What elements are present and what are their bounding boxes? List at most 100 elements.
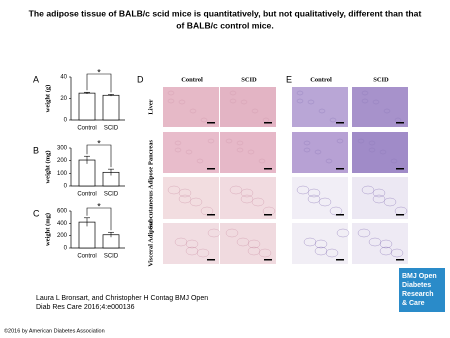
tissue-texture — [189, 197, 203, 207]
panel-label: B — [33, 145, 39, 155]
tissue-texture — [178, 99, 186, 105]
tissue-texture — [383, 108, 391, 114]
row-label: Pancreas — [147, 139, 154, 165]
scale-bar — [396, 122, 404, 124]
tissue-texture — [307, 194, 321, 204]
tissue-texture — [372, 99, 380, 105]
logo-text: BMJ Open — [402, 273, 437, 280]
tissue-texture — [372, 194, 386, 204]
y-tick-label: 0 — [64, 184, 68, 190]
micrograph — [163, 223, 219, 264]
tissue-texture — [318, 108, 326, 114]
scale-bar — [396, 168, 404, 170]
citation: Laura L Bronsart, and Christopher H Cont… — [36, 295, 208, 302]
citation: Diab Res Care 2016;4:e000136 — [36, 304, 135, 311]
logo-box — [399, 268, 445, 312]
tissue-texture — [225, 228, 239, 238]
copyright: ©2016 by American Diabetes Association — [4, 327, 105, 334]
y-tick-label: 300 — [57, 146, 68, 152]
tissue-texture — [368, 140, 376, 146]
tissue-texture — [314, 246, 328, 256]
tissue-texture — [296, 98, 304, 104]
x-tick-label: SCID — [104, 192, 119, 198]
tissue-texture — [174, 237, 188, 247]
tissue-texture — [368, 147, 376, 153]
y-axis-label: weight (g) — [44, 85, 51, 113]
tissue-texture — [258, 158, 266, 164]
y-axis-label: weight (mg) — [44, 213, 51, 246]
y-tick-label: 100 — [57, 171, 68, 177]
x-tick-label: SCID — [104, 254, 119, 260]
significance-bracket — [86, 144, 112, 168]
bar — [78, 159, 96, 187]
column-header: Control — [181, 76, 203, 83]
tissue-texture — [225, 138, 233, 144]
tissue-texture — [383, 197, 397, 207]
scale-bar — [207, 259, 215, 261]
scale-bar — [264, 214, 272, 216]
x-tick-label: Control — [77, 126, 96, 132]
micrograph — [292, 87, 348, 127]
tissue-texture — [240, 188, 254, 198]
tissue-texture — [167, 98, 175, 104]
tissue-texture — [361, 185, 375, 195]
bar — [78, 92, 96, 121]
title: The adipose tissue of BALB/c scid mice i… — [29, 8, 422, 18]
tissue-texture — [318, 197, 332, 207]
logo-text: & Care — [402, 300, 425, 307]
tissue-texture — [240, 194, 254, 204]
tissue-texture — [174, 147, 182, 153]
scale-bar — [264, 259, 272, 261]
column-header: SCID — [241, 76, 257, 83]
tissue-texture — [189, 108, 197, 114]
tissue-texture — [207, 138, 215, 144]
significance-bracket — [86, 73, 112, 93]
micrograph — [163, 132, 219, 173]
tissue-texture — [329, 117, 337, 123]
tissue-texture — [303, 140, 311, 146]
panel-label: E — [286, 74, 292, 84]
tissue-texture — [379, 246, 393, 256]
tissue-texture — [325, 158, 333, 164]
row-label: Visceral Adipose — [147, 220, 154, 266]
tissue-texture — [336, 138, 344, 144]
panel-label: A — [33, 74, 39, 84]
tissue-texture — [303, 147, 311, 153]
scale-bar — [264, 168, 272, 170]
y-tick-label: 200 — [57, 233, 68, 239]
y-tick-label: 400 — [57, 221, 68, 227]
tissue-texture — [185, 246, 199, 256]
significance-star: * — [97, 201, 101, 211]
scale-bar — [336, 259, 344, 261]
tissue-texture — [357, 228, 371, 238]
scale-bar — [396, 259, 404, 261]
scale-bar — [336, 214, 344, 216]
tissue-texture — [379, 149, 387, 155]
micrograph — [220, 177, 276, 219]
tissue-texture — [240, 99, 248, 105]
bar — [102, 94, 120, 121]
y-tick-label: 0 — [64, 246, 68, 252]
scale-bar — [207, 214, 215, 216]
tissue-texture — [200, 117, 208, 123]
x-tick-label: SCID — [104, 126, 119, 132]
tissue-texture — [196, 158, 204, 164]
micrograph — [292, 223, 348, 264]
tissue-texture — [167, 185, 181, 195]
micrograph — [292, 132, 348, 173]
micrograph — [352, 87, 408, 127]
tissue-texture — [185, 149, 193, 155]
y-tick-label: 600 — [57, 209, 68, 215]
tissue-texture — [236, 237, 250, 247]
tissue-texture — [296, 90, 304, 96]
significance-star: * — [97, 138, 101, 148]
row-label: Subcutaneous Adipose — [147, 167, 154, 229]
tissue-texture — [251, 197, 265, 207]
tissue-texture — [361, 90, 369, 96]
tissue-texture — [174, 140, 182, 146]
x-tick-label: Control — [77, 254, 96, 260]
tissue-texture — [236, 140, 244, 146]
tissue-texture — [307, 188, 321, 198]
micrograph — [352, 177, 408, 219]
